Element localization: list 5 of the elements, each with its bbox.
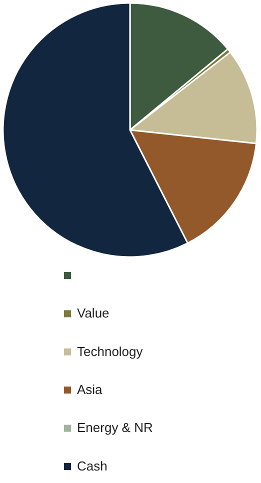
legend-label: Value [77, 306, 110, 321]
legend-label: Cash [77, 458, 108, 474]
legend-label: Energy & NR [77, 420, 153, 436]
legend-label: Technology [77, 344, 144, 359]
legend-label: Asia [77, 382, 104, 398]
